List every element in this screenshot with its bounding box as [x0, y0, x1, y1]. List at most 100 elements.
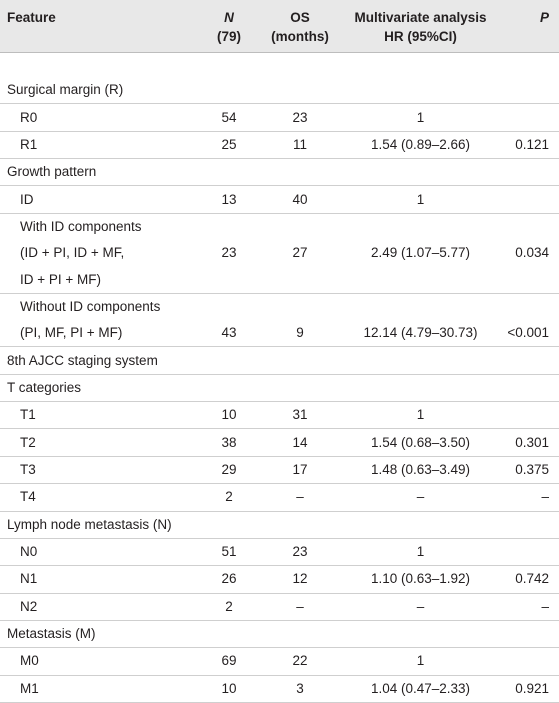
row-label: N1 — [20, 571, 38, 587]
cell-hr: 12.14 (4.79–30.73) — [363, 325, 478, 341]
cell-hr: 1.54 (0.68–3.50) — [370, 434, 471, 450]
cell-n: 29 — [221, 461, 237, 477]
cell-p: <0.001 — [507, 325, 549, 341]
table-header-row: Feature N (79) OS (months) Multivariate an… — [0, 0, 559, 53]
cell-p — [499, 648, 559, 675]
cell-os: 9 — [296, 325, 304, 341]
cell-os: 12 — [292, 571, 308, 587]
cell-p — [499, 347, 559, 374]
table-row: T1 10 31 1 — [0, 402, 559, 429]
cell-os: 31 — [292, 407, 308, 423]
row-label: 8th AJCC staging system — [7, 352, 158, 368]
cell-p — [499, 293, 559, 320]
cell-p — [499, 186, 559, 213]
cell-os: 11 — [292, 136, 307, 152]
cell-n — [200, 620, 258, 647]
cell-hr — [342, 374, 499, 401]
cell-n: 25 — [221, 136, 237, 152]
row-label: ID + PI + MF) — [20, 271, 102, 287]
row-label: M1 — [20, 680, 39, 696]
cell-os — [258, 293, 342, 320]
cell-os: 23 — [292, 109, 308, 125]
cell-hr: 2.49 (1.07–5.77) — [370, 245, 471, 261]
cell-p: 0.121 — [515, 136, 549, 152]
cell-p — [499, 213, 559, 240]
cell-p — [499, 159, 559, 186]
cell-hr — [342, 511, 499, 538]
row-label: Growth pattern — [7, 164, 97, 180]
cell-n: 69 — [221, 653, 237, 669]
table-row: Without ID components — [0, 293, 559, 320]
cell-n — [200, 213, 258, 240]
cell-os: 14 — [292, 434, 308, 450]
cell-p: 0.034 — [515, 245, 549, 261]
cell-p: – — [541, 598, 549, 614]
cell-hr — [342, 213, 499, 240]
cell-p: 0.742 — [515, 571, 549, 587]
cell-os — [258, 213, 342, 240]
cell-os — [258, 511, 342, 538]
cell-hr — [342, 347, 499, 374]
row-label: Metastasis (M) — [7, 626, 96, 642]
cell-os — [258, 347, 342, 374]
cell-p: 0.375 — [515, 461, 549, 477]
table-row: R0 54 23 1 — [0, 104, 559, 132]
spacer-row — [0, 53, 559, 78]
cell-n: 38 — [221, 434, 237, 450]
row-label: T3 — [20, 461, 36, 477]
cell-n — [200, 77, 258, 104]
table-row: ID 13 40 1 — [0, 186, 559, 214]
header-hr: Multivariate analysis HR (95%CI) — [354, 10, 487, 44]
cell-os: 27 — [292, 245, 308, 261]
row-label: T4 — [20, 489, 36, 505]
cell-hr: – — [416, 598, 425, 614]
cell-os: 23 — [292, 544, 308, 560]
cell-n: 26 — [221, 571, 237, 587]
cell-p — [499, 374, 559, 401]
table-row: M0 69 22 1 — [0, 648, 559, 676]
cell-n: 51 — [221, 544, 237, 560]
table-row: (PI, MF, PI + MF) 43 9 12.14 (4.79–30.73) <0… — [0, 320, 559, 347]
row-label: R1 — [20, 136, 38, 152]
cell-p: 0.301 — [515, 434, 549, 450]
cell-os: 22 — [292, 653, 308, 669]
header-os: OS (months) — [271, 10, 329, 44]
row-label: Surgical margin (R) — [7, 82, 124, 98]
cell-p — [499, 538, 559, 565]
cell-os — [258, 159, 342, 186]
cell-p — [499, 266, 559, 293]
row-label: N2 — [20, 598, 38, 614]
table-row: N1 26 12 1.10 (0.63–1.92) 0.742 — [0, 566, 559, 594]
cell-p — [499, 511, 559, 538]
cell-p: – — [541, 489, 549, 505]
table-row: (ID + PI, ID + MF, 23 27 2.49 (1.07–5.77) 0.… — [0, 240, 559, 266]
table-row: Surgical margin (R) — [0, 77, 559, 104]
table-row: Growth pattern — [0, 159, 559, 186]
cell-hr: 1.04 (0.47–2.33) — [370, 680, 471, 696]
table-row: N2 2 – – – — [0, 593, 559, 621]
cell-n: 43 — [221, 325, 237, 341]
cell-os: 3 — [296, 680, 304, 696]
cell-hr — [342, 266, 499, 293]
cell-n: 13 — [221, 191, 237, 207]
cell-os — [258, 77, 342, 104]
row-label: Without ID components — [20, 298, 161, 314]
table-body: Surgical margin (R) R0 54 23 1 R1 25 11 1.54 (0.… — [0, 53, 559, 703]
cell-os — [258, 266, 342, 293]
cell-hr: 1 — [416, 653, 425, 669]
row-label: T2 — [20, 434, 36, 450]
row-label: With ID components — [20, 218, 142, 234]
row-label: M0 — [20, 653, 39, 669]
cell-os — [258, 620, 342, 647]
cell-n — [200, 347, 258, 374]
cell-n: 10 — [221, 680, 237, 696]
header-p: P — [539, 10, 549, 25]
cell-os: 17 — [292, 461, 308, 477]
cell-os: – — [296, 489, 304, 505]
table-row: T4 2 – – – — [0, 484, 559, 511]
table-row: 8th AJCC staging system — [0, 347, 559, 375]
cell-n — [200, 159, 258, 186]
row-label: (PI, MF, PI + MF) — [20, 325, 123, 341]
cell-n: 54 — [221, 109, 237, 125]
